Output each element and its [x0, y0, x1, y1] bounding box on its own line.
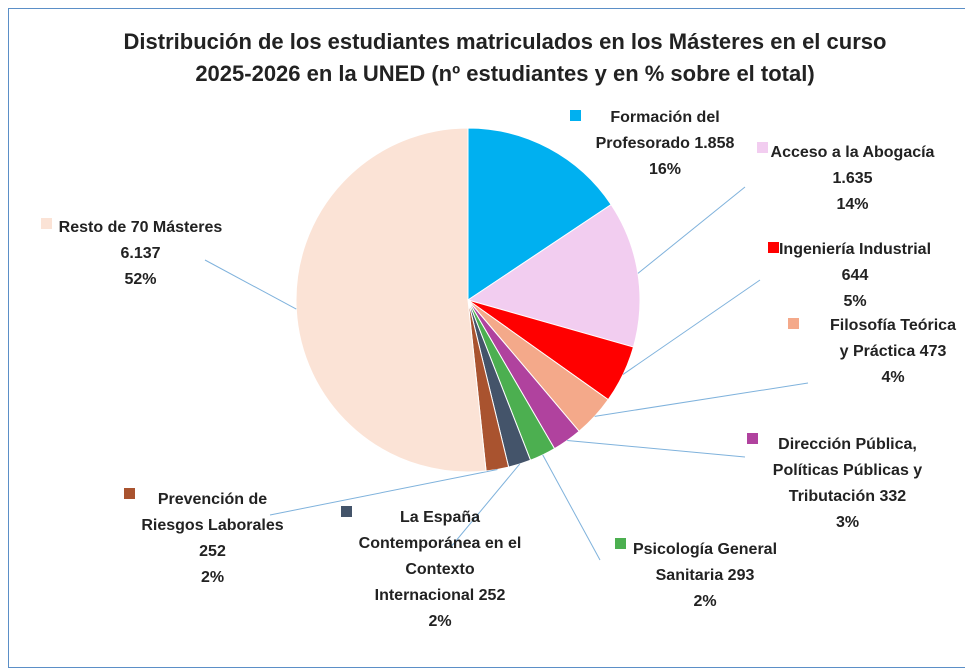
value-label: 1.858	[694, 135, 735, 152]
legend-marker	[615, 538, 626, 549]
legend-marker	[747, 433, 758, 444]
value-label: 332	[879, 488, 907, 505]
legend-marker	[768, 242, 779, 253]
value-label: 6.137	[120, 245, 161, 262]
value-label: 252	[199, 543, 226, 560]
leader-line	[622, 279, 761, 375]
category-name: Prevención de Riesgos Laborales	[141, 491, 284, 534]
data-label: Acceso a la Abogacía 1.635 14%	[770, 140, 935, 218]
category-name: Ingeniería Industrial	[778, 241, 932, 258]
category-name: Psicología General Sanitaria	[632, 541, 778, 584]
data-label: La España Contemporánea en el Contexto I…	[355, 505, 525, 635]
data-label: Psicología General Sanitaria 293 2%	[625, 537, 785, 615]
chart-title: Distribución de los estudiantes matricul…	[123, 29, 887, 86]
pie-slice	[467, 127, 612, 301]
data-label: Ingeniería Industrial 644 5%	[775, 237, 935, 315]
leader-line	[542, 454, 601, 561]
category-name: Dirección Pública, Políticas Públicas y …	[772, 436, 923, 505]
leader-line	[637, 186, 746, 274]
category-name: Filosofía Teórica y Práctica	[830, 317, 956, 360]
category-name: Acceso a la Abogacía	[770, 144, 935, 161]
data-label: Formación del Profesorado 1.858 16%	[590, 105, 740, 183]
legend-marker	[757, 142, 768, 153]
legend-marker	[341, 506, 352, 517]
percent-label: 16%	[648, 161, 682, 178]
value-label: 1.635	[832, 170, 873, 187]
data-label: Filosofía Teórica y Práctica 473 4%	[828, 313, 958, 391]
legend-marker	[570, 110, 581, 121]
percent-label: 3%	[835, 514, 860, 531]
value-label: 644	[841, 267, 869, 284]
category-name: Formación del Profesorado	[595, 109, 720, 152]
value-label: 293	[727, 567, 755, 584]
data-label: Dirección Pública, Políticas Públicas y …	[765, 432, 930, 536]
percent-label: 2%	[428, 613, 452, 630]
legend-marker	[788, 318, 799, 329]
category-name: Resto de 70 Másteres	[58, 219, 223, 236]
legend-marker	[41, 218, 52, 229]
leader-line	[594, 382, 809, 417]
pie-slice	[295, 127, 487, 473]
category-name: La España Contemporánea en el Contexto I…	[358, 509, 522, 604]
percent-label: 52%	[124, 271, 157, 288]
data-label: Prevención de Riesgos Laborales 252 2%	[140, 487, 285, 591]
chart	[204, 127, 809, 561]
data-label: Resto de 70 Másteres 6.137 52%	[58, 215, 223, 293]
leader-line	[449, 463, 521, 549]
page: Distribución de los estudiantes matricul…	[8, 8, 965, 668]
value-label: 473	[919, 343, 947, 360]
percent-label: 2%	[200, 569, 225, 586]
leader-line	[567, 440, 746, 458]
percent-label: 4%	[881, 369, 905, 386]
percent-label: 2%	[693, 593, 717, 610]
legend-marker	[124, 488, 135, 499]
value-label: 252	[478, 587, 506, 604]
percent-label: 5%	[843, 293, 867, 310]
leader-line	[204, 259, 297, 310]
percent-label: 14%	[836, 196, 869, 213]
leader-line	[269, 468, 498, 516]
